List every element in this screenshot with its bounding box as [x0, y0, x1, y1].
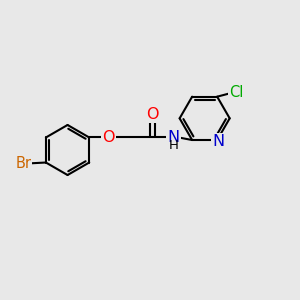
Text: Cl: Cl [230, 85, 244, 100]
Text: O: O [146, 107, 159, 122]
Text: O: O [102, 130, 115, 145]
Text: Br: Br [15, 157, 31, 172]
Text: H: H [169, 139, 179, 152]
Text: N: N [168, 130, 180, 145]
Text: N: N [212, 134, 224, 149]
